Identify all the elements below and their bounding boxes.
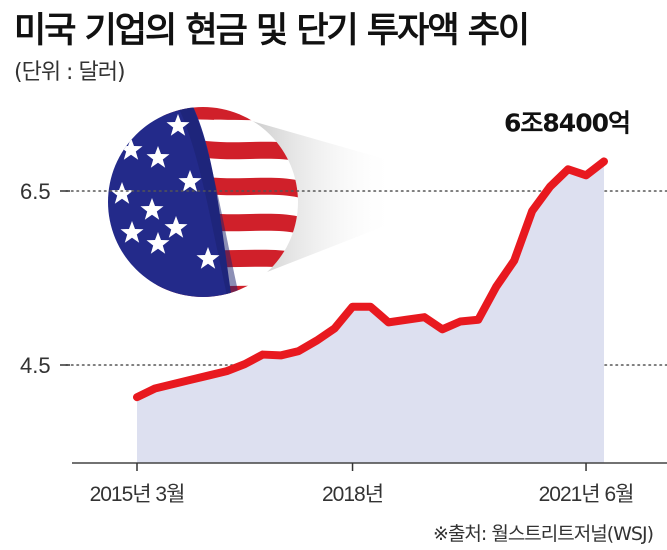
area-fill [137, 161, 604, 464]
y-tick-label: 4.5 [20, 353, 51, 378]
x-tick-label: 2018년 [322, 483, 383, 506]
unit-label: (단위 : 달러) [14, 60, 126, 85]
x-axis: 2015년 3월 2018년 2021년 6월 [90, 463, 634, 506]
series-line [133, 157, 608, 402]
x-tick-label: 2021년 6월 [539, 483, 634, 506]
source-label: ※출처: 월스트리트저널(WSJ) [433, 523, 654, 545]
y-axis: 4.5 6.5 [20, 179, 70, 378]
us-flag-illustration [108, 107, 395, 297]
end-value-label: 6조8400억 [504, 108, 630, 137]
x-tick-label: 2015년 3월 [90, 483, 185, 506]
y-tick-label: 6.5 [20, 179, 51, 204]
chart-title: 미국 기업의 현금 및 단기 투자액 추이 [14, 11, 530, 51]
